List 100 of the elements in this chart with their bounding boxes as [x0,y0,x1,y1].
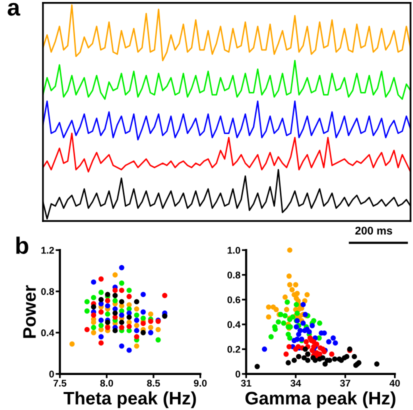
point [90,279,96,285]
point [293,282,298,288]
x-tick-label: 7.5 [54,380,66,387]
point [90,330,96,336]
point [302,355,307,360]
y-tick-label: 0.2 [227,346,240,353]
point [90,294,96,300]
point [126,294,132,300]
point [134,322,140,328]
point [304,339,309,344]
point [119,320,124,325]
point [98,309,104,315]
y-tick-label: 0.6 [227,296,240,304]
point [119,288,124,293]
point [302,346,308,352]
text: a [8,2,20,16]
point [119,265,124,270]
point [320,355,326,360]
x-axis-title: Theta peak (Hz) [64,391,196,408]
point [140,316,146,321]
point [287,335,292,341]
point [98,297,104,302]
point [126,288,132,293]
point [305,358,310,363]
y-tick-label: 0.8 [227,272,240,278]
point [317,320,322,326]
point [69,341,75,347]
point [84,308,90,314]
point [98,340,104,346]
point [266,304,272,310]
text: 200 ms [355,226,392,235]
x-tick-label: 40 [390,380,400,387]
point [140,330,146,336]
point [119,324,124,330]
text: b [16,236,28,254]
point [112,328,118,334]
point [310,323,315,328]
x-axis-title: Gamma peak (Hz) [245,391,396,408]
point [140,292,146,298]
point [294,302,299,308]
point [286,274,292,279]
point [126,324,132,330]
point [268,334,274,340]
point [134,312,140,318]
point [332,340,338,346]
point [284,352,289,357]
point [296,332,302,337]
point [274,306,279,312]
point [119,312,124,318]
point [90,304,96,310]
y-axis-title: Power [23,285,36,338]
point [281,320,286,326]
point [126,348,132,353]
point [98,276,104,282]
point [300,320,306,326]
point [105,311,110,317]
point [105,303,110,308]
point [292,358,297,363]
point [134,343,140,349]
point [84,326,90,332]
point [134,328,140,334]
point [329,352,334,357]
point [156,337,161,342]
point [286,344,292,350]
point [112,310,118,316]
point [112,292,118,298]
point [148,311,154,317]
point [326,339,332,344]
point [105,298,110,304]
point [134,318,140,323]
point [254,364,260,370]
point [286,360,291,366]
point [148,330,154,336]
y-tick-label: 0 [49,370,54,378]
x-tick-label: 31 [240,380,252,387]
x-tick-label: 34 [290,380,302,387]
x-tick-label: 8.5 [147,380,160,387]
point [294,310,300,316]
point [344,354,350,360]
point [98,322,104,328]
point [112,298,118,304]
point [289,287,295,292]
y-tick-label: 0.8 [41,288,54,295]
point [119,343,124,349]
y-tick-label: 1.2 [41,246,54,254]
point [134,299,140,304]
point [287,248,292,253]
point [84,299,90,304]
point [119,280,124,286]
point [266,314,272,320]
point [276,319,281,325]
point [126,314,132,320]
point [156,326,161,332]
point [312,358,318,363]
point [162,292,168,298]
point [332,356,338,362]
point [98,334,104,340]
point [304,292,310,298]
point [262,346,268,352]
point [148,324,154,330]
